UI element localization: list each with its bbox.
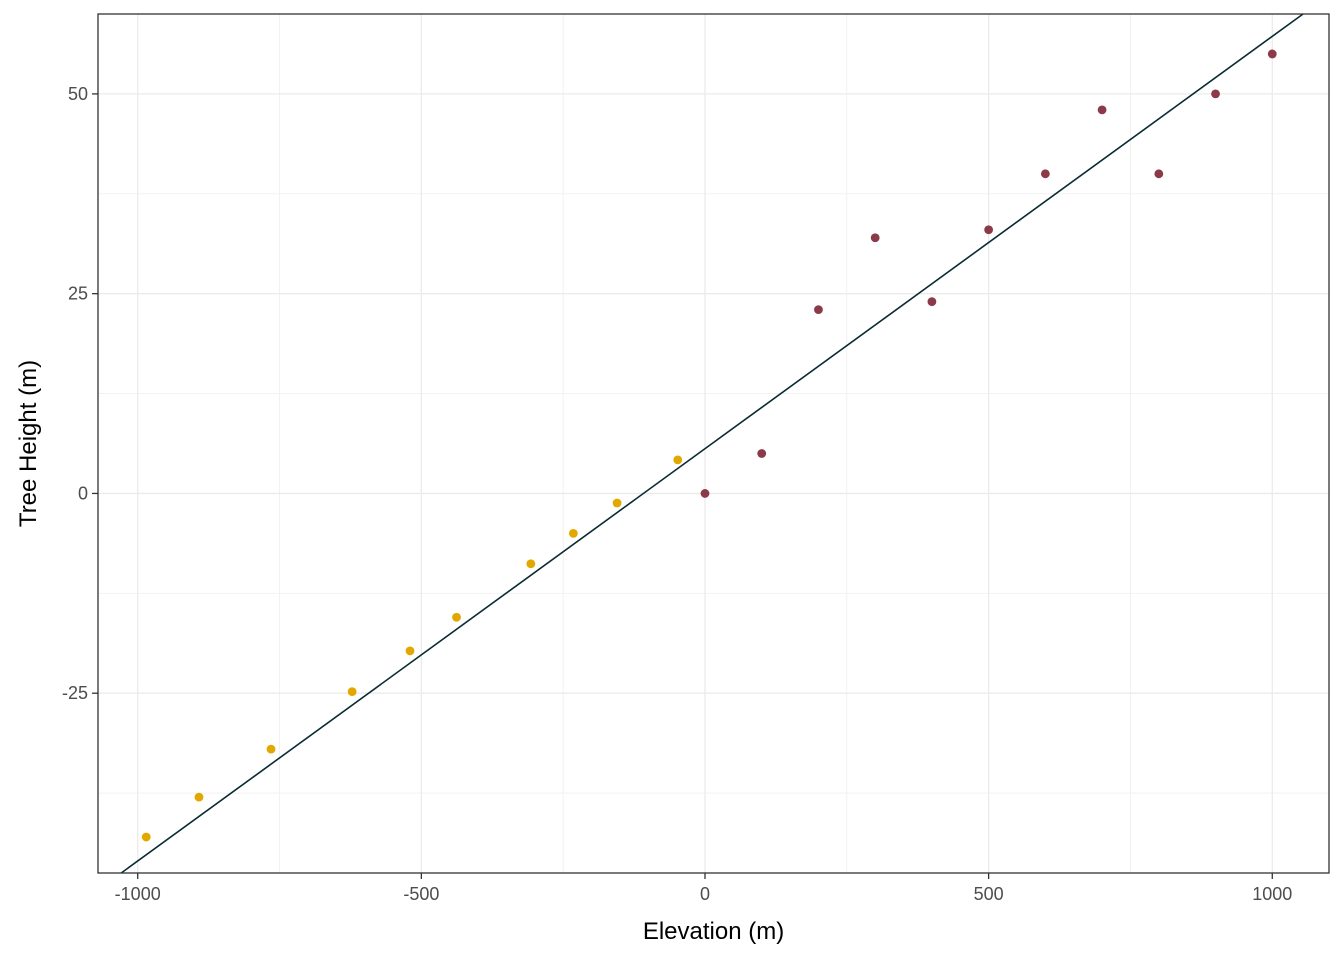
data-point [870, 233, 880, 243]
points-layer [141, 49, 1277, 842]
x-axis: -1000 -500 0 500 1000 [115, 873, 1292, 904]
data-point [141, 832, 151, 842]
data-point [266, 744, 276, 754]
data-point [814, 305, 823, 315]
data-point [673, 455, 683, 465]
fit-line-layer [120, 13, 1304, 874]
data-point [568, 528, 578, 538]
data-point [1211, 89, 1220, 99]
x-tick-label: -500 [403, 884, 439, 904]
x-tick-label: 500 [974, 884, 1004, 904]
data-point [927, 297, 937, 307]
minor-gridlines [98, 14, 1329, 873]
data-point [984, 225, 994, 235]
y-tick-label: 50 [68, 84, 88, 104]
x-axis-title: Elevation (m) [643, 918, 784, 945]
y-axis: -25 0 25 50 [62, 84, 98, 703]
y-tick-label: -25 [62, 683, 88, 703]
data-point [757, 449, 767, 458]
x-tick-label: -1000 [115, 884, 161, 904]
data-point [1097, 105, 1107, 115]
plot-panel-border [97, 13, 1330, 874]
data-point [405, 646, 415, 656]
data-point [1154, 169, 1164, 179]
data-point [526, 559, 536, 569]
x-tick-label: 0 [700, 884, 710, 904]
y-axis-title: Tree Height (m) [15, 360, 42, 527]
data-point [194, 792, 204, 802]
data-point [1040, 169, 1050, 179]
data-point [452, 612, 461, 622]
y-tick-label: 25 [68, 284, 88, 304]
data-point [1267, 49, 1277, 59]
regression-line [120, 13, 1304, 874]
data-point [612, 498, 622, 508]
y-tick-label: 0 [78, 483, 88, 503]
major-gridlines [98, 14, 1329, 873]
x-tick-label: 1000 [1252, 884, 1292, 904]
data-point [347, 687, 357, 697]
data-point [700, 489, 710, 498]
